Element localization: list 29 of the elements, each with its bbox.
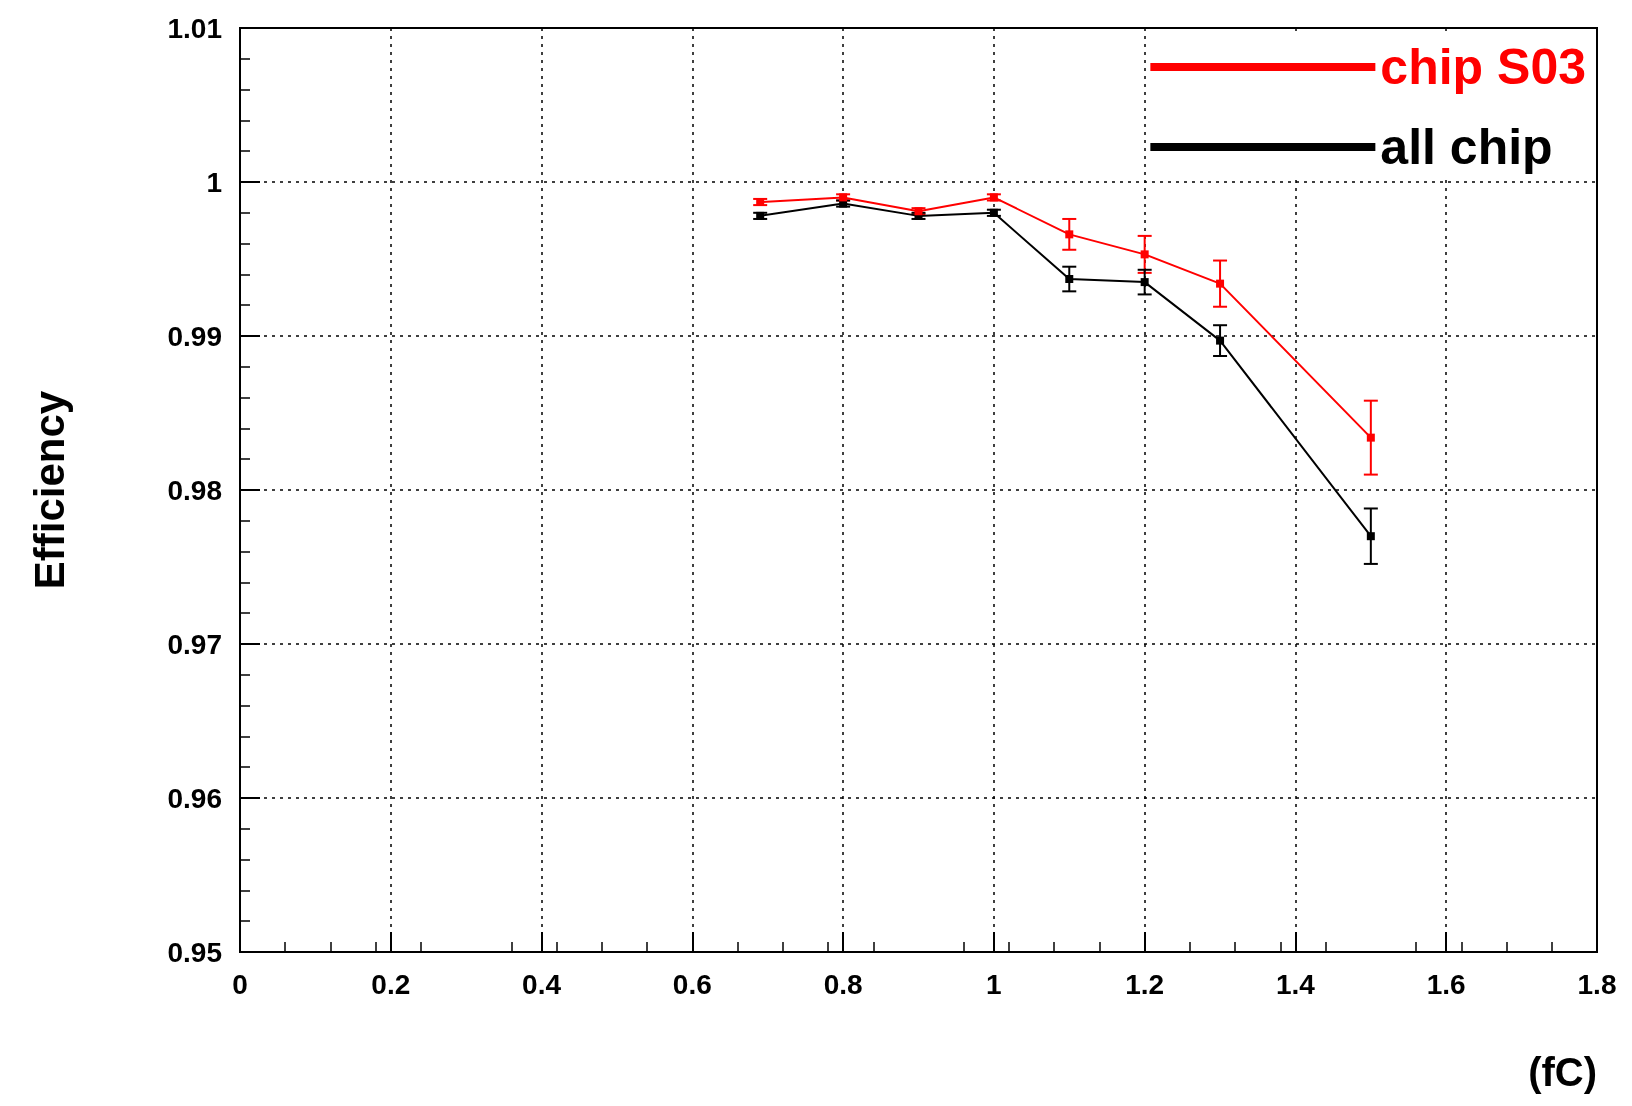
point: [1140, 278, 1149, 287]
point: [1065, 230, 1074, 239]
x-tick-label: 1: [986, 968, 1002, 1000]
point: [1065, 275, 1074, 284]
x-tick-label: 0.8: [823, 968, 863, 1000]
y-tick-label: 0.96: [167, 782, 222, 814]
legend-label: chip S03: [1380, 39, 1586, 95]
point: [1216, 279, 1225, 288]
y-axis-title: Efficiency: [25, 390, 73, 590]
x-tick-label: 0.4: [522, 968, 562, 1000]
point: [1366, 532, 1375, 541]
x-tick-label: 1.4: [1275, 968, 1316, 1000]
point: [1140, 250, 1149, 259]
x-axis-title: (fC): [1528, 1050, 1597, 1094]
x-tick-label: 0.2: [371, 968, 411, 1000]
y-tick-label: 1: [206, 166, 222, 198]
x-tick-label: 0: [232, 968, 248, 1000]
y-tick-label: 0.95: [167, 936, 222, 968]
y-tick-label: 0.98: [167, 474, 222, 506]
x-tick-label: 1.6: [1426, 968, 1466, 1000]
point: [1366, 433, 1375, 442]
legend-label: all chip: [1380, 119, 1553, 175]
x-tick-label: 1.2: [1125, 968, 1165, 1000]
y-tick-label: 0.97: [167, 628, 222, 660]
y-tick-label: 0.99: [167, 320, 222, 352]
y-tick-label: 1.01: [167, 12, 222, 44]
point: [1216, 336, 1225, 345]
x-tick-label: 0.6: [672, 968, 712, 1000]
x-tick-label: 1.8: [1577, 968, 1617, 1000]
